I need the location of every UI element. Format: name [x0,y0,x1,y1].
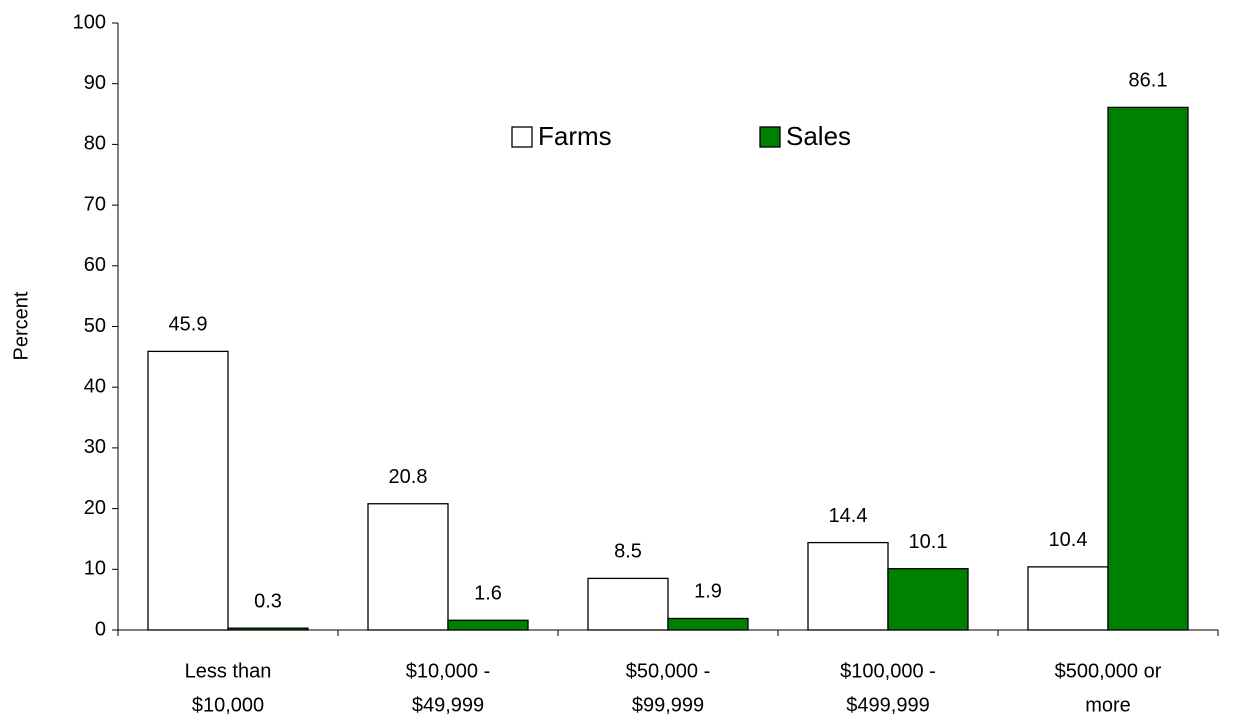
y-tick-label: 80 [84,133,106,155]
value-label: 20.8 [389,466,428,488]
bar [227,627,309,631]
y-tick-label: 30 [84,436,106,458]
x-tick-label: $100,000 - [840,660,936,682]
y-tick-label: 20 [84,497,106,519]
bar [367,503,449,631]
value-label: 1.6 [474,583,502,605]
value-label: 8.5 [614,541,642,563]
x-tick-label: $10,000 [192,694,264,716]
value-label: 45.9 [169,314,208,336]
y-tick-label: 0 [95,618,106,640]
bar [1107,106,1189,631]
y-tick-label: 40 [84,375,106,397]
value-label: 10.4 [1049,529,1088,551]
y-tick-label: 60 [84,254,106,276]
y-tick-label: 90 [84,72,106,94]
y-axis-label: Percent [10,291,32,360]
legend-label: Sales [786,121,851,151]
y-tick-label: 100 [73,11,106,33]
bar [587,577,669,631]
legend-swatch [759,126,781,148]
bar [667,617,749,631]
value-label: 86.1 [1129,70,1168,92]
value-label: 10.1 [909,531,948,553]
value-label: 14.4 [829,505,868,527]
y-tick-label: 50 [84,315,106,337]
x-tick-label: $49,999 [412,694,484,716]
bar [887,568,969,631]
bar [807,541,889,631]
x-tick-label: Less than [185,660,272,682]
x-tick-label: $99,999 [632,694,704,716]
x-tick-label: $50,000 - [626,660,711,682]
value-label: 1.9 [694,581,722,603]
value-label: 0.3 [254,590,282,612]
x-tick-label: $499,999 [846,694,929,716]
x-tick-label: $10,000 - [406,660,491,682]
legend-label: Farms [538,121,612,151]
y-tick-label: 70 [84,193,106,215]
bar [147,350,229,631]
bar [447,619,529,631]
x-tick-label: $500,000 or [1055,660,1162,682]
bar [1027,566,1109,631]
x-tick-label: more [1085,694,1131,716]
legend-swatch [511,126,533,148]
y-tick-label: 10 [84,558,106,580]
